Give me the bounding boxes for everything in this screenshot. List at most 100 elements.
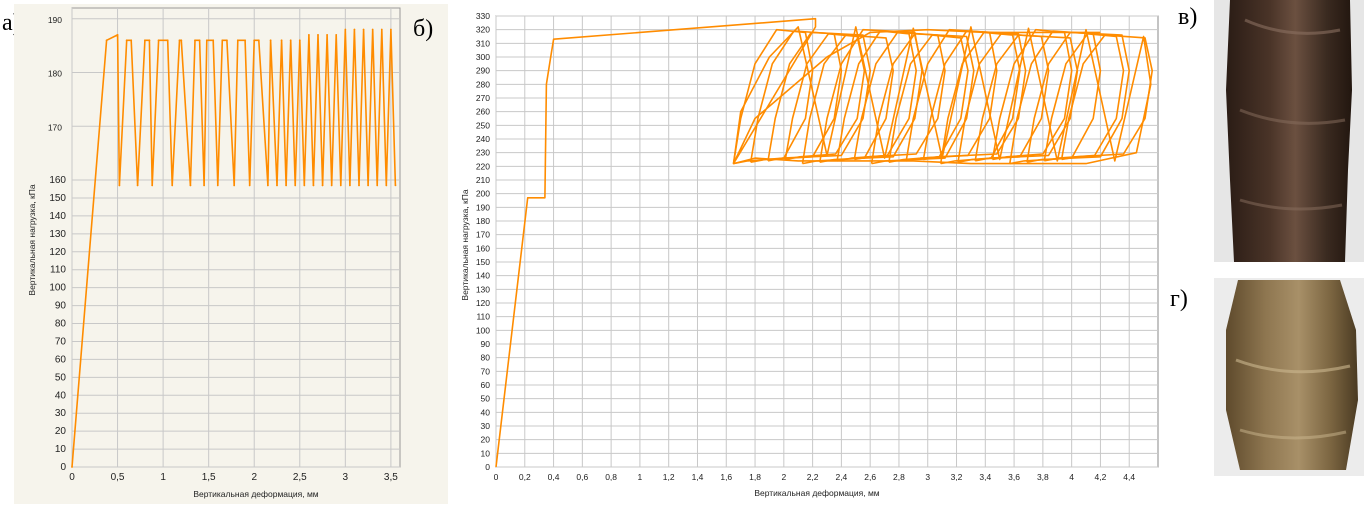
chart-b-y-tick: 90 [481,339,491,349]
chart-a-point [312,184,315,187]
chart-b-loop [853,31,946,161]
chart-a-point [212,39,215,42]
chart-b-y-tick: 240 [476,134,490,144]
chart-b-loop [991,28,1073,161]
chart-b-x-tick: 0 [494,472,499,482]
chart-b-y-tick: 190 [476,202,490,212]
chart-a-point [339,184,342,187]
chart-b-y-tick: 140 [476,271,490,281]
chart-a-point [189,184,192,187]
chart-a-point [289,39,292,42]
chart-b-y-tick: 70 [481,366,491,376]
chart-b-y-tick: 320 [476,25,490,35]
chart-b-x-tick: 0,8 [605,472,617,482]
chart-b-y-tick: 80 [481,353,491,363]
chart-b-x-tick: 2,8 [893,472,905,482]
chart-b-x-tick: 2 [781,472,786,482]
panel-b-label: б) [413,16,433,42]
chart-b-loop [1060,34,1153,161]
chart-a-point [105,39,108,42]
chart-a-y-tick: 20 [55,426,67,437]
chart-b-x-tick: 0,6 [576,472,588,482]
chart-b-x-tick: 3,2 [951,472,963,482]
chart-a-point [151,184,154,187]
chart-b-y-tick: 50 [481,394,491,404]
chart-a-point [317,33,319,36]
chart-b-x-tick: 1,2 [663,472,675,482]
chart-b-y-tick: 330 [476,11,490,21]
chart-a-point [221,39,224,42]
chart-a-point [244,39,247,42]
chart-b-y-tick: 170 [476,230,490,240]
chart-b: 0 0,2 0,4 0,6 0,8 1 1,2 1,4 1,6 1,8 2 2,2 2,4 2,6 2,8 3… [460,11,1159,498]
chart-b-y-tick: 30 [481,421,491,431]
chart-b-y-tick: 260 [476,107,490,117]
chart-b-x-tick: 2,2 [807,472,819,482]
chart-a-y-tick: 90 [55,301,67,312]
chart-a-y-tick: 10 [55,444,67,455]
chart-b-y-tick: 310 [476,38,490,48]
chart-a-x-tick: 2 [251,472,257,483]
chart-a-point [380,28,383,31]
chart-b-x-tick: 1 [638,472,643,482]
chart-a-point [143,39,146,42]
chart-b-y-tick: 230 [476,148,490,158]
chart-a-x-tick: 0,5 [111,472,125,483]
chart-b-y-tick: 270 [476,93,490,103]
chart-b-x-axis-title: Вертикальная деформация, мм [754,488,879,498]
chart-a-x-tick: 2,5 [293,472,307,483]
chart-a-point [376,184,379,187]
chart-a-point [216,184,219,187]
chart-b-y-tick: 210 [476,175,490,185]
chart-b-y-tick: 160 [476,243,490,253]
chart-b-y-tick: 280 [476,79,490,89]
chart-a-y-tick: 160 [49,175,66,186]
chart-b-y-tick: 220 [476,161,490,171]
chart-b-x-tick: 3 [925,472,930,482]
chart-a-point [371,28,374,31]
chart-a-point [178,39,181,42]
chart-a-point [266,184,269,187]
chart-a-point [180,39,183,42]
chart-b-y-tick: 40 [481,407,491,417]
chart-a: 0 0,5 1 1,5 2 2,5 3 3,5 0 10 20 30 40 50 60 70 80 90 100 11… [14,4,448,504]
panel-g-label: г) [1170,286,1188,312]
chart-b-loop [974,34,1079,162]
chart-a-point [326,33,329,36]
chart-a-y-tick: 130 [49,229,66,240]
chart-a-point [71,466,73,468]
chart-a-point [136,184,139,187]
chart-b-y-tick: 250 [476,120,490,130]
chart-a-point [298,39,301,42]
chart-b-x-tick: 3,8 [1037,472,1049,482]
chart-a-point [257,39,260,42]
chart-a-y-axis-title: Вертикальная нагрузка, кПа [27,184,37,295]
chart-a-y-tick: 190 [48,15,62,25]
chart-b-y-tick: 180 [476,216,490,226]
chart-b-y-tick: 110 [476,312,490,322]
chart-a-point [125,39,128,42]
chart-a-point [205,39,208,42]
chart-a-y-tick: 140 [49,211,66,222]
chart-b-y-tick: 130 [476,284,490,294]
chart-a-point [303,184,306,187]
chart-b-y-axis-title: Вертикальная нагрузка, кПа [460,189,470,300]
chart-b-x-tick: 1,4 [692,472,704,482]
chart-b-y-tick: 20 [481,435,491,445]
chart-a-point [280,39,283,42]
chart-a-point [157,39,160,42]
chart-b-plot-area [495,15,1159,468]
chart-b-x-tick: 4,4 [1123,472,1135,482]
chart-a-point [253,39,256,42]
chart-a-point [353,28,356,31]
chart-a-point [116,33,119,36]
chart-b-x-tick: 4,2 [1095,472,1107,482]
chart-b-x-tick: 3,6 [1008,472,1020,482]
chart-b-x-tick: 0,2 [519,472,531,482]
chart-a-point [348,184,351,187]
chart-a-y-tick: 110 [50,265,66,276]
chart-a-point [294,184,297,187]
chart-a-y-tick: 150 [49,193,66,204]
chart-a-point [166,39,169,42]
